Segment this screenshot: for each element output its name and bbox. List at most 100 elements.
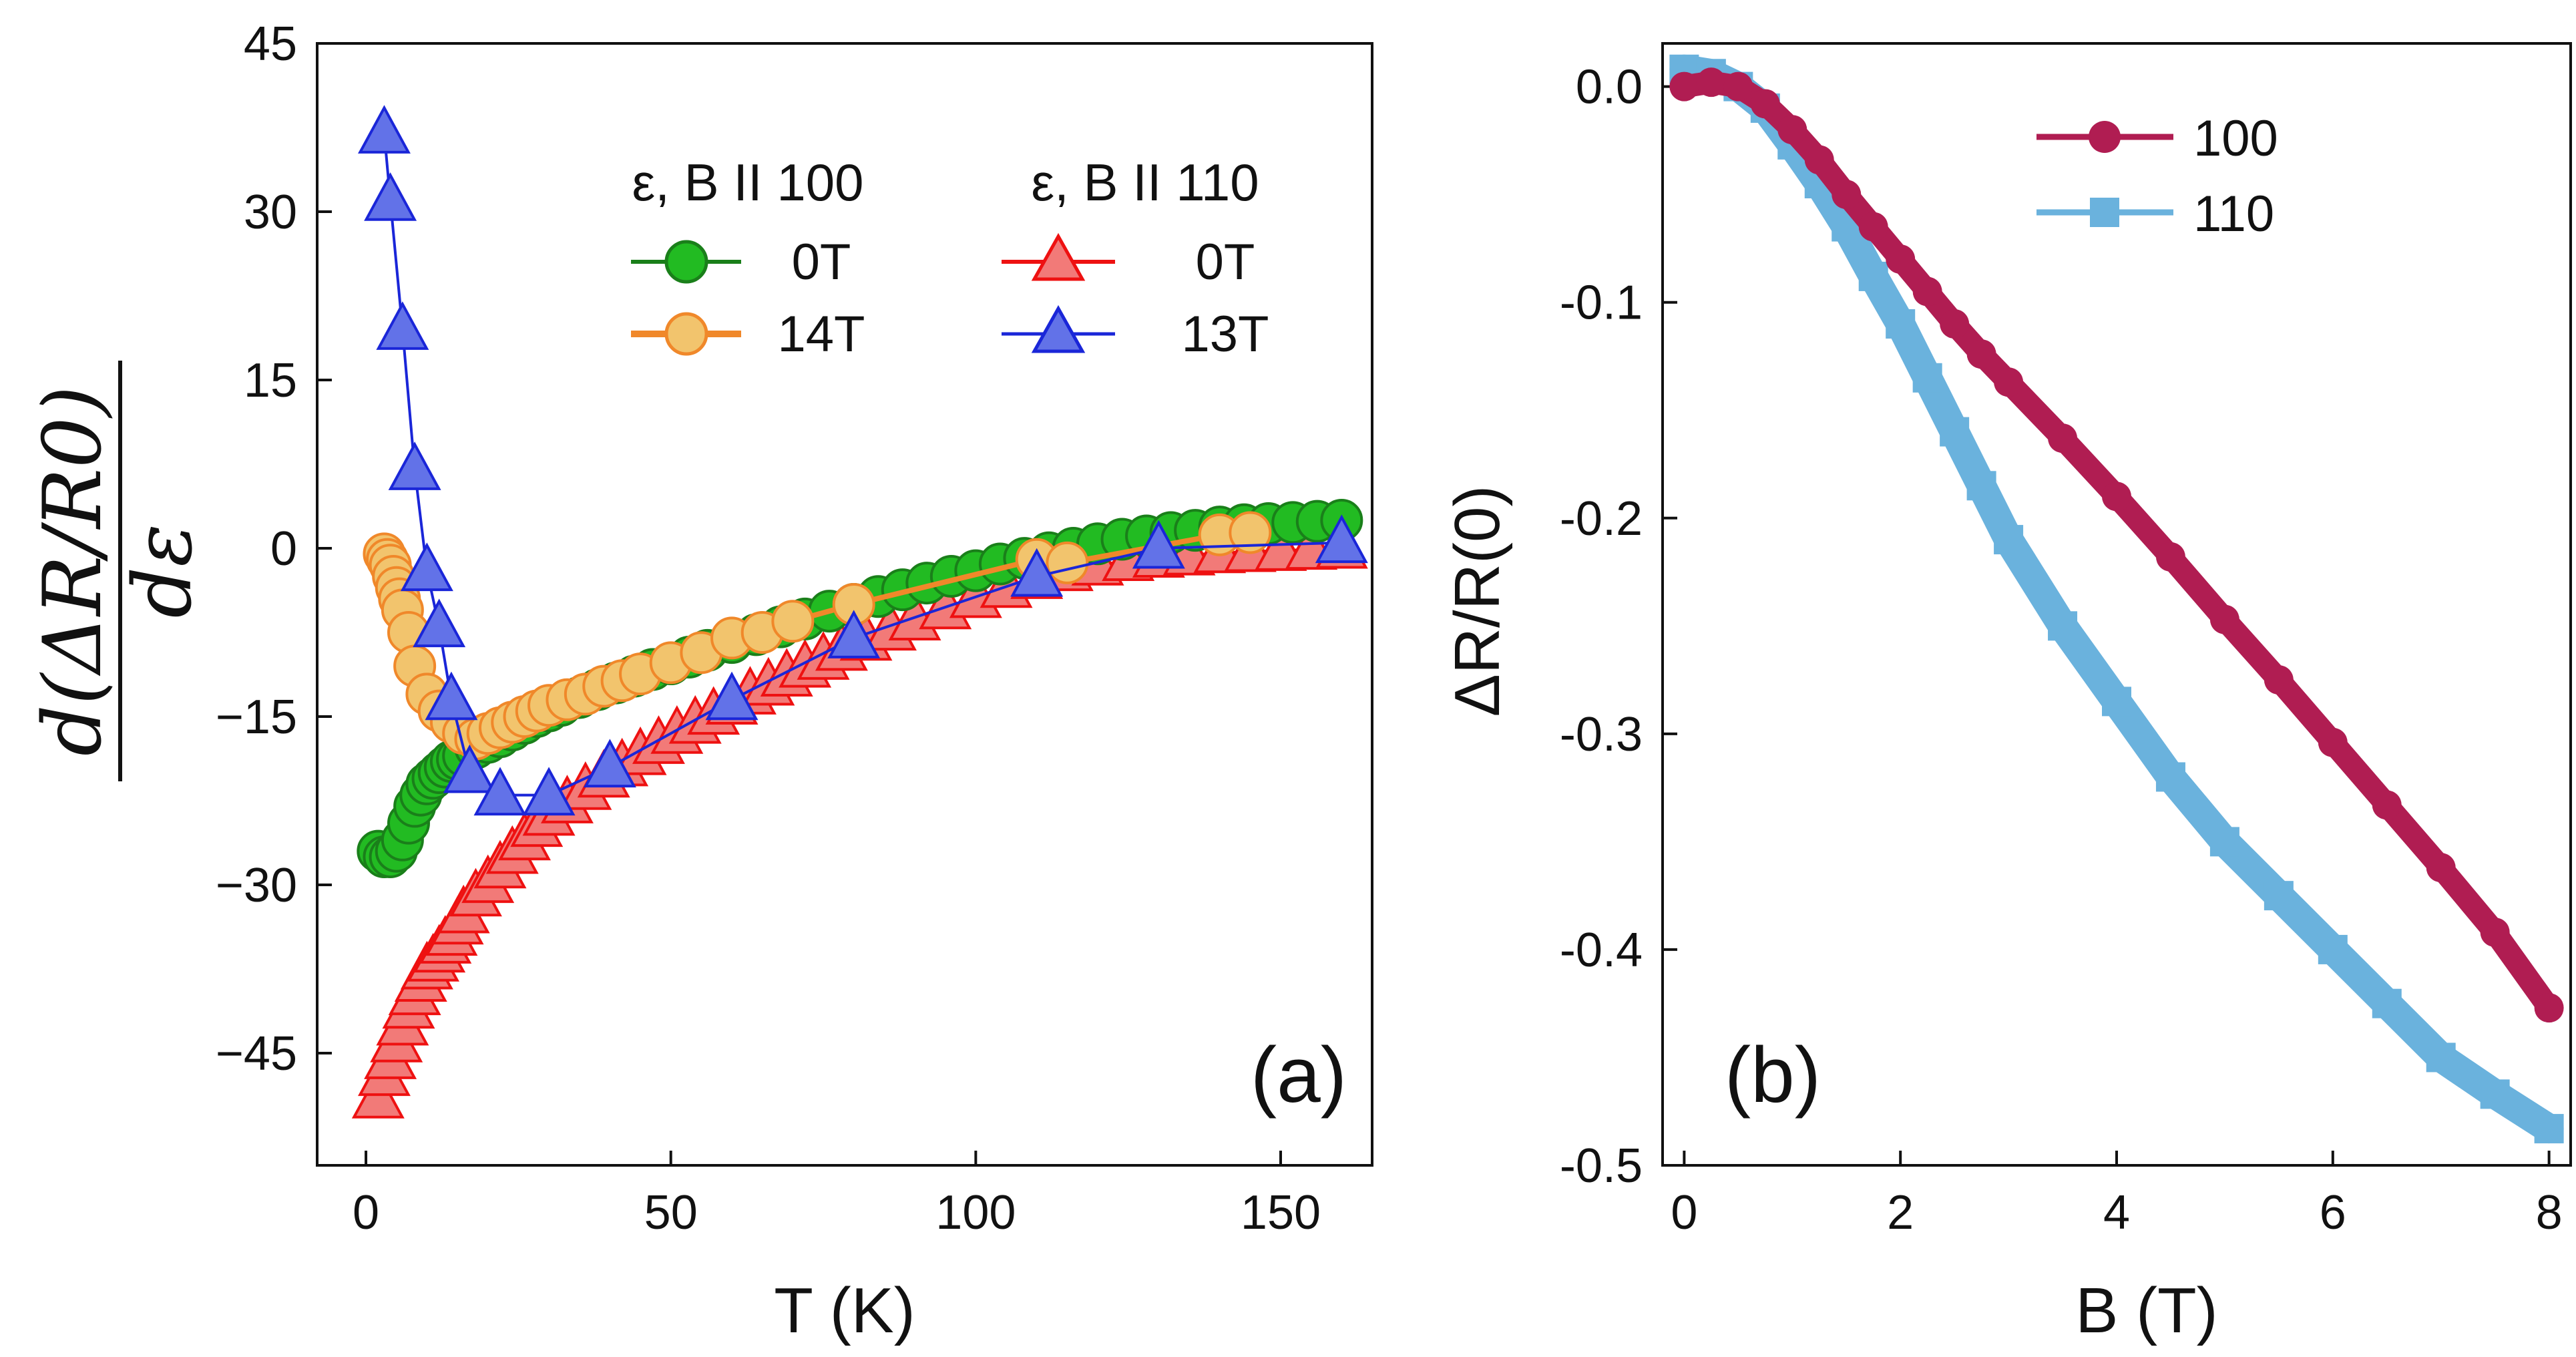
- legend-marker-triangle: [1031, 305, 1086, 353]
- legend-label: 0T: [792, 234, 851, 290]
- panel-a-ytick-label: 15: [244, 354, 297, 407]
- data-point: [1858, 261, 1888, 291]
- legend-marker-square: [2090, 198, 2119, 227]
- data-point: [1912, 363, 1942, 393]
- panel-b-legend: 100 110: [2036, 110, 2278, 242]
- data-point: [1046, 541, 1089, 584]
- panel-b-tick-labels: 0 2 4 6 8 0.0 -0.1 -0.2 -0.3 -0.4 -0.5: [1560, 61, 2563, 1239]
- data-point: [473, 767, 527, 816]
- legend-label: 0T: [1196, 234, 1255, 290]
- series-line: [1669, 54, 2564, 1144]
- data-point: [2209, 604, 2239, 634]
- legend-marker-circle: [664, 240, 708, 284]
- data-point: [1229, 511, 1272, 554]
- data-point: [2480, 918, 2510, 948]
- data-point: [2534, 1114, 2564, 1144]
- panel-a-ytick-label: 45: [244, 17, 297, 71]
- panel-a-xtick-label: 0: [353, 1186, 379, 1239]
- data-point: [2048, 611, 2078, 641]
- panel-b-xtick-label: 8: [2536, 1186, 2563, 1239]
- panel-a-label: (a): [1251, 1031, 1347, 1119]
- panel-a-xlabel: T (K): [774, 1275, 915, 1346]
- data-point: [1750, 89, 1780, 119]
- panel-b-xlabel: B (T): [2075, 1275, 2217, 1346]
- panel-b: 0 2 4 6 8 0.0 -0.1 -0.2 -0.3 -0.4 -0.5 ΔR/R(0) B (…: [1442, 42, 2572, 1346]
- data-point: [400, 542, 453, 592]
- data-point: [2264, 665, 2294, 695]
- panel-b-ytick-label: 0.0: [1576, 61, 1643, 114]
- panel-a-frame: [316, 42, 1373, 1167]
- data-point: [2480, 1079, 2510, 1109]
- panel-b-ytick-label: -0.1: [1560, 276, 1643, 330]
- legend-entry-100-0T: 0T: [631, 234, 851, 290]
- panel-a-ylabel: d(ΔR/R0) dε: [27, 361, 210, 781]
- data-point: [1315, 514, 1368, 564]
- panel-a-legend: ε, B II 100 ε, B II 110 0T 14T 0T 13T: [631, 153, 1269, 363]
- legend-marker-triangle: [1031, 232, 1086, 281]
- panel-a-xtick-label: 100: [935, 1186, 1016, 1239]
- data-point: [1804, 145, 1834, 175]
- panel-a-ylabel-numerator: d(ΔR/R0): [27, 386, 120, 757]
- data-point: [1832, 180, 1862, 210]
- data-point: [1886, 244, 1916, 274]
- panel-a-xtick-label: 50: [644, 1186, 698, 1239]
- data-point: [413, 598, 466, 648]
- panel-a-ylabel-denominator: dε: [117, 524, 210, 618]
- panel-a-ticks: [317, 42, 1283, 1165]
- data-point: [376, 301, 429, 350]
- data-point: [2048, 423, 2078, 453]
- legend-entry-100: 100: [2036, 110, 2278, 167]
- data-point: [388, 441, 441, 490]
- data-point: [443, 744, 496, 793]
- panel-b-ytick-label: -0.4: [1560, 924, 1643, 977]
- data-point: [1886, 309, 1916, 339]
- data-point: [522, 767, 576, 816]
- data-point: [2209, 827, 2239, 857]
- data-point: [2426, 853, 2456, 883]
- panel-b-ylabel: ΔR/R(0): [1442, 486, 1513, 717]
- panel-b-label: (b): [1725, 1031, 1821, 1119]
- data-point: [1696, 67, 1726, 98]
- panel-b-ytick-label: -0.5: [1560, 1139, 1643, 1193]
- panel-b-ytick-label: -0.3: [1560, 708, 1643, 761]
- legend-entry-110-0T: 0T: [1002, 232, 1255, 290]
- data-point: [425, 671, 478, 721]
- legend-entry-110-13T: 13T: [1002, 305, 1269, 363]
- legend-entry-100-14T: 14T: [631, 306, 865, 363]
- legend-label: 14T: [778, 306, 865, 363]
- data-point: [1940, 417, 1970, 447]
- data-point: [1723, 71, 1753, 102]
- legend-entry-110: 110: [2036, 186, 2274, 242]
- panel-b-xtick-label: 6: [2320, 1186, 2346, 1239]
- panel-a-ytick-label: 30: [244, 186, 297, 239]
- data-point: [771, 600, 815, 643]
- data-point: [1912, 276, 1942, 307]
- legend-label: 13T: [1182, 306, 1269, 363]
- panel-b-ticks: [1663, 85, 2551, 1167]
- legend-header-110: ε, B II 110: [1031, 153, 1259, 212]
- data-point: [2372, 790, 2402, 820]
- panel-a-ytick-label: 0: [270, 522, 297, 576]
- data-point: [1010, 548, 1064, 597]
- data-point: [2155, 762, 2185, 792]
- data-point: [1132, 520, 1185, 569]
- panel-b-xtick-label: 2: [1887, 1186, 1914, 1239]
- data-point: [1777, 115, 1807, 145]
- data-point: [827, 610, 881, 658]
- panel-b-xtick-label: 4: [2103, 1186, 2130, 1239]
- data-point: [1966, 471, 1996, 501]
- data-point: [358, 105, 411, 154]
- legend-header-100: ε, B II 100: [632, 153, 864, 212]
- panel-b-series: [1669, 54, 2564, 1144]
- panel-b-ytick-label: -0.2: [1560, 492, 1643, 546]
- series-100-14T: [363, 511, 1272, 761]
- legend-label: 100: [2193, 110, 2278, 167]
- data-point: [2155, 542, 2185, 572]
- panel-a-ytick-label: −15: [216, 691, 297, 744]
- data-point: [2534, 993, 2564, 1023]
- series-100: [1669, 67, 2564, 1023]
- data-point: [2102, 687, 2131, 717]
- panel-b-xtick-label: 0: [1671, 1186, 1697, 1239]
